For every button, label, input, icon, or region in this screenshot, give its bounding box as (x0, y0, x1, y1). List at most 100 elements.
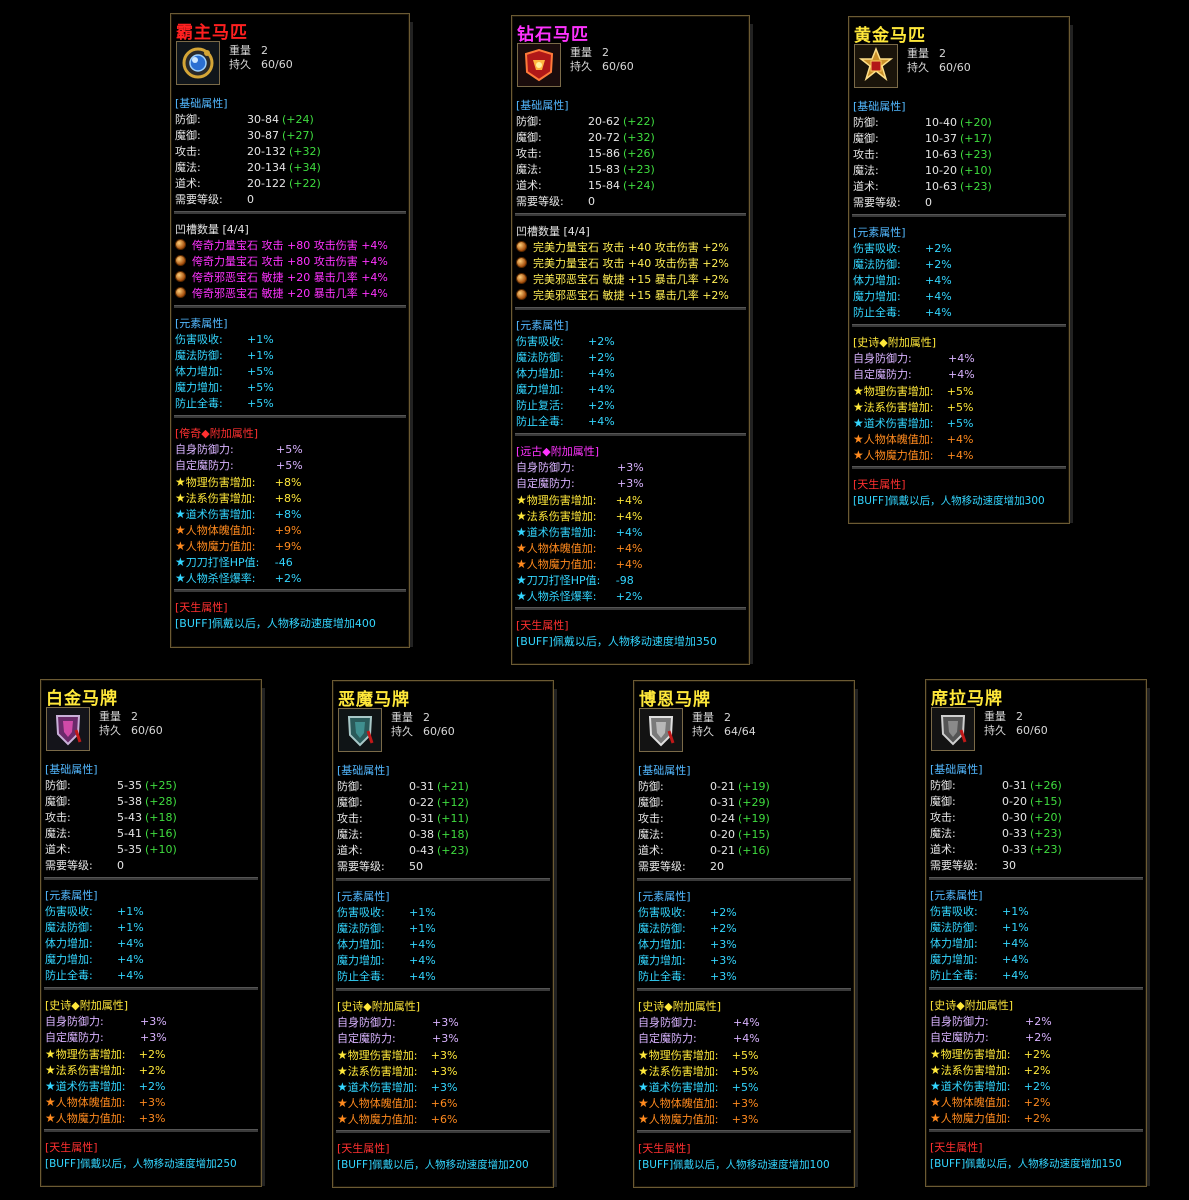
element-attr-row: 魔法防御: +1% (175, 348, 405, 364)
attr-value: +4% (1002, 969, 1029, 982)
attr-bonus: (+16) (737, 844, 770, 857)
attr-label: 魔法: (638, 828, 664, 841)
extra-attr-row: 自身防御力: +2% (930, 1014, 1142, 1030)
star-icon: ★ (930, 1063, 941, 1077)
attr-label: 魔力增加: (516, 383, 564, 396)
section-divider (637, 988, 851, 991)
attr-value: +1% (247, 333, 274, 346)
attr-label: 人物体魄值加: (185, 524, 256, 537)
star-icon: ★ (853, 400, 864, 414)
base-attr-header: [基础属性] (638, 764, 691, 777)
section-divider (929, 877, 1143, 880)
attr-value: +4% (733, 1016, 760, 1029)
grey-shield-icon[interactable] (931, 707, 975, 751)
attr-label: 防止全毒: (337, 970, 385, 983)
star-icon: ★ (853, 416, 864, 430)
star-icon: ★ (337, 1048, 348, 1062)
attr-label: 魔法: (337, 828, 363, 841)
extra-attr-row: 自定魔防力: +5% (175, 458, 405, 474)
attr-label: 伤害吸收: (930, 905, 978, 918)
attr-value: +4% (948, 368, 975, 381)
teal-shield-icon[interactable] (338, 708, 382, 752)
attr-label: 道术伤害增加: (526, 526, 597, 539)
attr-label: 伤害吸收: (638, 906, 686, 919)
section-divider (852, 324, 1066, 327)
extra-attr-row: ★刀刀打怪HP值: -46 (175, 554, 405, 570)
attr-label: 人物魔力值加: (863, 449, 934, 462)
attr-label: 防止全毒: (930, 969, 978, 982)
purple-shield-icon[interactable] (46, 707, 90, 751)
attr-value: +4% (409, 954, 436, 967)
base-attr-row: 魔御: 0-31 (+29) (638, 795, 850, 811)
attr-value: +5% (276, 459, 303, 472)
element-attr-row: 魔法防御: +1% (45, 920, 257, 936)
durability-label: 持久 (391, 725, 413, 738)
element-attr-row: 魔法防御: +2% (516, 350, 745, 366)
silver-shield-icon[interactable] (639, 708, 683, 752)
element-attr-row: 魔法防御: +1% (930, 920, 1142, 936)
durability-value: 60/60 (261, 58, 293, 71)
attr-value: 0-21 (710, 844, 735, 857)
weight-value: 2 (1016, 710, 1023, 723)
base-attr-header: [基础属性] (516, 99, 569, 112)
required-level-value: 0 (247, 193, 254, 206)
attr-value: +3% (140, 1015, 167, 1028)
base-attr-row: 防御: 30-84 (+24) (175, 112, 405, 128)
attr-bonus: (+20) (1029, 811, 1062, 824)
attr-value: +1% (1002, 905, 1029, 918)
attr-value: 0-33 (1002, 827, 1027, 840)
red-crest-icon[interactable] (517, 43, 561, 87)
attr-label: 道术: (337, 844, 363, 857)
attr-label: 自定魔防力: (853, 368, 912, 381)
item-title: 博恩马牌 (639, 690, 711, 710)
gold-crest-icon[interactable] (854, 44, 898, 88)
element-attr-row: 体力增加: +5% (175, 364, 405, 380)
required-level-label: 需要等级: (638, 860, 686, 873)
attr-value: +3% (432, 1016, 459, 1029)
attr-value: 0-31 (409, 780, 434, 793)
extra-attr-row: ★道术伤害增加: +8% (175, 506, 405, 522)
attr-value: 5-35 (117, 779, 142, 792)
element-attr-row: 魔力增加: +4% (337, 953, 549, 969)
required-level-value: 50 (409, 860, 423, 873)
attr-value: +5% (247, 397, 274, 410)
attr-label: 魔御: (337, 796, 363, 809)
section-divider (44, 1129, 258, 1132)
star-icon: ★ (638, 1048, 649, 1062)
element-attr-header: [元素属性] (853, 226, 906, 239)
item-tooltip-xila-tag: 席拉马牌 重量 2 持久 60/60 [基础属性] 防御: 0-31 (+26) 魔御: 0-20(… (925, 679, 1150, 1187)
section-divider (515, 607, 746, 610)
attr-label: 魔御: (45, 795, 71, 808)
gem-icon (516, 257, 527, 268)
element-attr-header: [元素属性] (45, 889, 98, 902)
attr-label: 人物体魄值加: (648, 1097, 719, 1110)
attr-label: 魔法防御: (638, 922, 686, 935)
section-divider (174, 305, 406, 308)
attr-bonus: (+24) (622, 179, 655, 192)
item-meta: 重量 2 持久 60/60 (99, 710, 163, 738)
durability-label: 持久 (570, 60, 592, 73)
extra-attr-row: ★人物体魄值加: +3% (638, 1095, 850, 1111)
attr-label: 物理伤害增加: (185, 476, 256, 489)
gem-slot-text: 侉奇力量宝石 攻击 +80 攻击伤害 +4% (192, 255, 388, 268)
item-meta: 重量 2 持久 60/60 (229, 44, 293, 72)
attr-value: 0-20 (1002, 795, 1027, 808)
attr-label: 自定魔防力: (337, 1032, 396, 1045)
attr-label: 法系伤害增加: (648, 1065, 719, 1078)
innate-attr-header: [天生属性] (45, 1141, 98, 1154)
extra-attr-row: ★人物体魄值加: +4% (516, 540, 745, 556)
attr-value: 15-83 (588, 163, 620, 176)
orb-icon[interactable] (176, 41, 220, 85)
star-icon: ★ (930, 1047, 941, 1061)
attr-label: 人物杀怪爆率: (526, 590, 597, 603)
base-attr-row: 道术: 10-63 (+23) (853, 179, 1065, 195)
attr-value: +9% (274, 540, 302, 553)
attr-value: +4% (1002, 953, 1029, 966)
innate-attr-header: [天生属性] (930, 1141, 983, 1154)
element-attr-row: 魔力增加: +4% (45, 952, 257, 968)
attr-value: +5% (946, 417, 974, 430)
weight-label: 重量 (391, 711, 413, 724)
attr-label: 物理伤害增加: (347, 1049, 418, 1062)
gem-icon (175, 239, 186, 250)
attr-bonus: (+16) (144, 827, 177, 840)
